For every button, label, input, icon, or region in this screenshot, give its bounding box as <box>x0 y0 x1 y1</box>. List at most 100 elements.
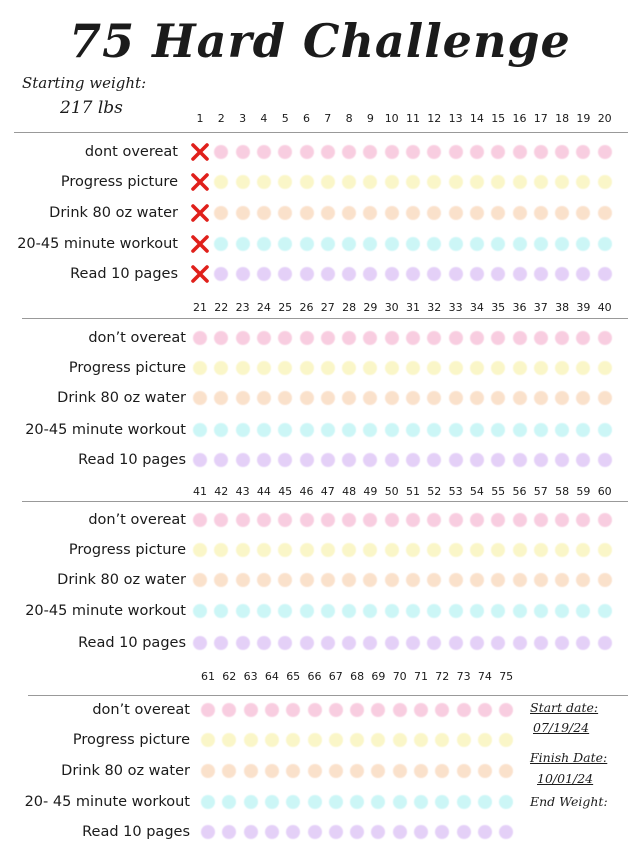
habit-checkbox-dot[interactable] <box>320 361 335 375</box>
habit-checkbox-dot[interactable] <box>328 795 343 809</box>
habit-checkbox-dot[interactable] <box>235 423 250 437</box>
habit-checkbox-dot[interactable] <box>214 453 229 467</box>
habit-checkbox-dot[interactable] <box>222 795 237 809</box>
habit-checkbox-dot[interactable] <box>533 453 548 467</box>
habit-checkbox-dot[interactable] <box>222 703 237 717</box>
habit-checkbox-dot[interactable] <box>193 331 207 345</box>
habit-checkbox-dot[interactable] <box>320 237 335 251</box>
habit-checkbox-dot[interactable] <box>491 331 506 345</box>
habit-checkbox-dot[interactable] <box>384 206 399 220</box>
habit-checkbox-dot[interactable] <box>235 237 250 251</box>
habit-checkbox-dot[interactable] <box>307 703 322 717</box>
habit-checkbox-dot[interactable] <box>533 145 548 159</box>
habit-checkbox-dot[interactable] <box>214 145 229 159</box>
habit-checkbox-dot[interactable] <box>448 175 463 189</box>
habit-checkbox-dot[interactable] <box>264 733 279 747</box>
habit-checkbox-dot[interactable] <box>533 513 548 527</box>
habit-checkbox-dot[interactable] <box>235 513 250 527</box>
habit-checkbox-dot[interactable] <box>512 175 527 189</box>
habit-checkbox-dot[interactable] <box>342 573 357 587</box>
habit-checkbox-dot[interactable] <box>278 237 293 251</box>
habit-checkbox-dot[interactable] <box>307 825 322 839</box>
habit-checkbox-dot[interactable] <box>342 267 357 281</box>
habit-checkbox-dot[interactable] <box>576 513 591 527</box>
habit-checkbox-dot[interactable] <box>448 391 463 405</box>
habit-checkbox-dot[interactable] <box>384 604 399 618</box>
habit-checkbox-dot[interactable] <box>299 513 314 527</box>
habit-checkbox-dot[interactable] <box>214 175 229 189</box>
habit-checkbox-dot[interactable] <box>350 825 365 839</box>
habit-checkbox-dot[interactable] <box>222 733 237 747</box>
habit-checkbox-dot[interactable] <box>435 733 450 747</box>
habit-checkbox-dot[interactable] <box>243 825 258 839</box>
habit-checkbox-dot[interactable] <box>512 145 527 159</box>
habit-checkbox-dot[interactable] <box>320 267 335 281</box>
habit-checkbox-dot[interactable] <box>427 453 442 467</box>
habit-checkbox-dot[interactable] <box>435 795 450 809</box>
habit-checkbox-dot[interactable] <box>193 391 207 405</box>
habit-checkbox-dot[interactable] <box>256 361 271 375</box>
habit-checkbox-dot[interactable] <box>491 636 506 650</box>
habit-checkbox-dot[interactable] <box>342 145 357 159</box>
habit-checkbox-dot[interactable] <box>193 543 207 557</box>
habit-checkbox-dot[interactable] <box>469 543 484 557</box>
habit-checkbox-dot[interactable] <box>286 825 301 839</box>
habit-checkbox-dot[interactable] <box>427 361 442 375</box>
habit-checkbox-dot[interactable] <box>435 764 450 778</box>
habit-checkbox-dot[interactable] <box>384 423 399 437</box>
habit-checkbox-dot[interactable] <box>414 703 428 717</box>
habit-checkbox-dot[interactable] <box>286 733 301 747</box>
habit-checkbox-dot[interactable] <box>414 764 428 778</box>
habit-checkbox-dot[interactable] <box>320 513 335 527</box>
habit-checkbox-dot[interactable] <box>469 423 484 437</box>
habit-checkbox-dot[interactable] <box>320 573 335 587</box>
habit-checkbox-dot[interactable] <box>469 206 484 220</box>
habit-checkbox-dot[interactable] <box>512 391 527 405</box>
habit-checkbox-dot[interactable] <box>435 703 450 717</box>
habit-checkbox-dot[interactable] <box>320 636 335 650</box>
habit-checkbox-dot[interactable] <box>456 795 471 809</box>
habit-checkbox-dot[interactable] <box>363 513 378 527</box>
habit-checkbox-dot[interactable] <box>427 513 442 527</box>
habit-checkbox-dot[interactable] <box>406 267 420 281</box>
habit-checkbox-dot[interactable] <box>350 733 365 747</box>
habit-checkbox-dot[interactable] <box>363 604 378 618</box>
habit-checkbox-dot[interactable] <box>384 145 399 159</box>
habit-checkbox-dot[interactable] <box>299 145 314 159</box>
habit-checkbox-dot[interactable] <box>328 733 343 747</box>
habit-checkbox-dot[interactable] <box>278 361 293 375</box>
habit-checkbox-dot[interactable] <box>597 206 612 220</box>
habit-checkbox-dot[interactable] <box>363 453 378 467</box>
habit-checkbox-dot[interactable] <box>597 573 612 587</box>
habit-checkbox-dot[interactable] <box>491 391 506 405</box>
habit-checkbox-dot[interactable] <box>235 543 250 557</box>
habit-checkbox-dot[interactable] <box>456 825 471 839</box>
habit-checkbox-dot[interactable] <box>469 361 484 375</box>
habit-checkbox-dot[interactable] <box>555 604 570 618</box>
habit-checkbox-dot[interactable] <box>299 391 314 405</box>
habit-checkbox-dot[interactable] <box>363 267 378 281</box>
habit-checkbox-dot[interactable] <box>320 453 335 467</box>
habit-checkbox-dot[interactable] <box>235 331 250 345</box>
habit-checkbox-dot[interactable] <box>533 604 548 618</box>
habit-checkbox-dot[interactable] <box>448 331 463 345</box>
habit-checkbox-dot[interactable] <box>256 206 271 220</box>
habit-checkbox-dot[interactable] <box>235 175 250 189</box>
habit-checkbox-dot[interactable] <box>363 331 378 345</box>
habit-checkbox-dot[interactable] <box>597 636 612 650</box>
habit-checkbox-dot[interactable] <box>299 267 314 281</box>
habit-checkbox-dot[interactable] <box>406 391 420 405</box>
habit-checkbox-dot[interactable] <box>597 175 612 189</box>
habit-checkbox-dot[interactable] <box>512 604 527 618</box>
habit-checkbox-dot[interactable] <box>456 733 471 747</box>
habit-checkbox-dot[interactable] <box>235 361 250 375</box>
habit-checkbox-dot[interactable] <box>328 764 343 778</box>
habit-checkbox-dot[interactable] <box>328 825 343 839</box>
habit-checkbox-dot[interactable] <box>512 206 527 220</box>
habit-checkbox-dot[interactable] <box>597 267 612 281</box>
habit-checkbox-dot[interactable] <box>427 391 442 405</box>
habit-checkbox-dot[interactable] <box>533 391 548 405</box>
completed-x-mark[interactable] <box>189 202 211 224</box>
habit-checkbox-dot[interactable] <box>448 453 463 467</box>
habit-checkbox-dot[interactable] <box>320 391 335 405</box>
